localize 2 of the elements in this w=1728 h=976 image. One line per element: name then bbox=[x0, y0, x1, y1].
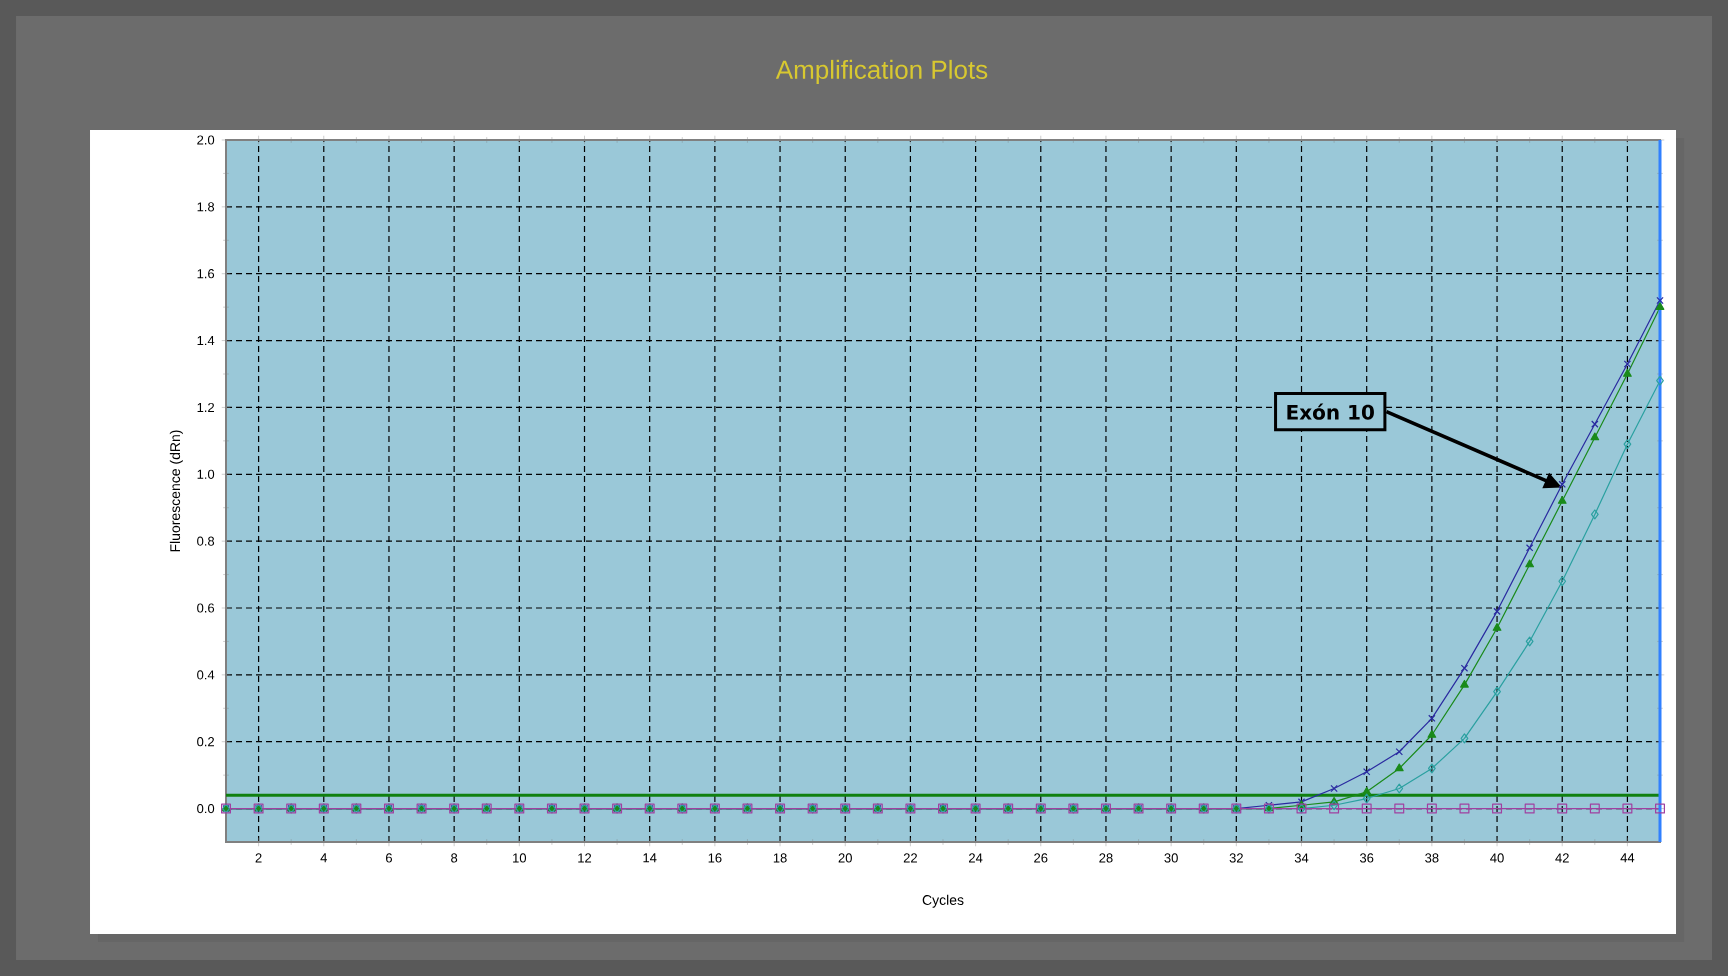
chart-title: Amplification Plots bbox=[775, 59, 988, 85]
annotation: Exón 10 bbox=[1287, 403, 1374, 420]
